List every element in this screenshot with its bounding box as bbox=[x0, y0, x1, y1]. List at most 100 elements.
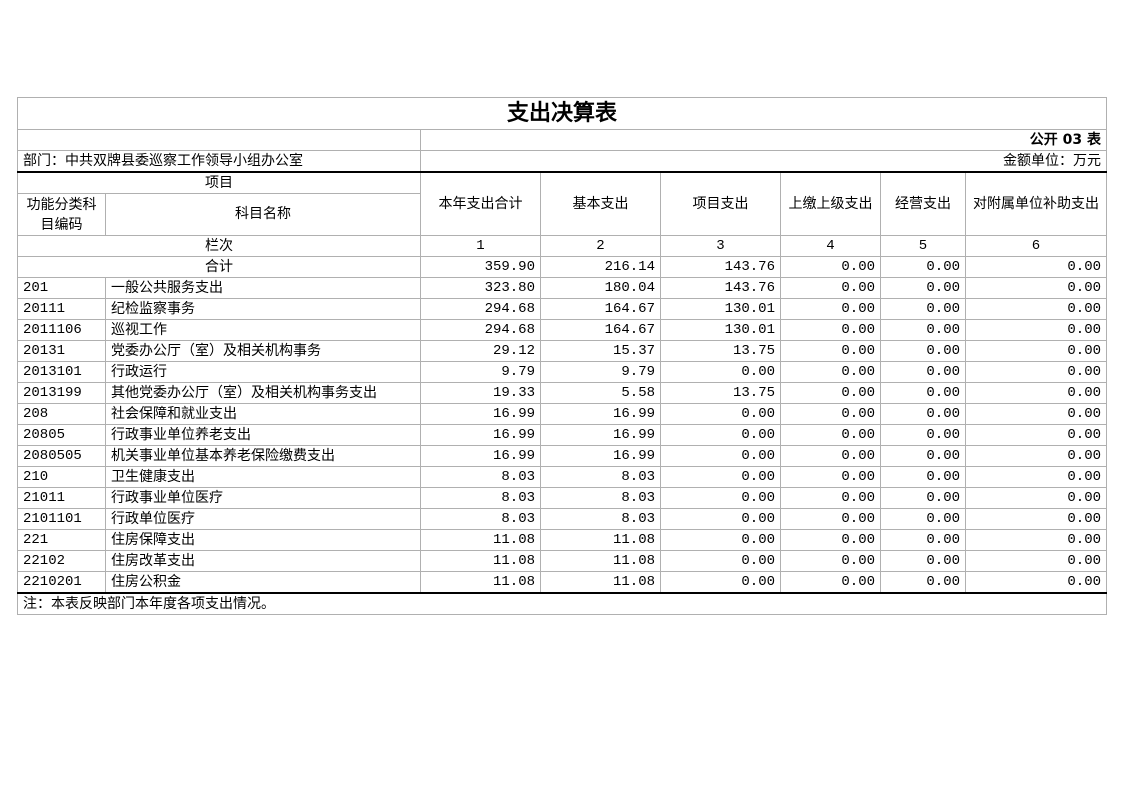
table-row: 221 住房保障支出 11.08 11.08 0.00 0.00 0.00 0.00 bbox=[17, 529, 1108, 551]
table-row: 2013199 其他党委办公厅（室）及相关机构事务支出 19.33 5.58 13.75… bbox=[17, 382, 1108, 404]
row-value: 16.99 bbox=[540, 424, 661, 446]
row-value: 0.00 bbox=[660, 361, 781, 383]
row-value: 11.08 bbox=[420, 550, 541, 572]
row-value: 0.00 bbox=[880, 298, 966, 320]
row-value: 0.00 bbox=[660, 571, 781, 594]
row-value: 0.00 bbox=[780, 424, 881, 446]
row-value: 5.58 bbox=[540, 382, 661, 404]
row-value: 0.00 bbox=[780, 361, 881, 383]
row-code: 208 bbox=[17, 403, 106, 425]
row-name: 行政事业单位养老支出 bbox=[105, 424, 421, 446]
row-value: 16.99 bbox=[540, 445, 661, 467]
row-value: 0.00 bbox=[964, 487, 1108, 509]
table-row: 2101101 行政单位医疗 8.03 8.03 0.00 0.00 0.00 0.00 bbox=[17, 508, 1108, 530]
row-value: 0.00 bbox=[880, 529, 966, 551]
row-value: 0.00 bbox=[964, 445, 1108, 467]
row-code: 221 bbox=[17, 529, 106, 551]
row-code: 20805 bbox=[17, 424, 106, 446]
row-code: 2080505 bbox=[17, 445, 106, 467]
total-value: 143.76 bbox=[660, 256, 781, 278]
header-code: 功能分类科目编码 bbox=[17, 193, 106, 236]
row-value: 0.00 bbox=[780, 319, 881, 341]
row-name: 卫生健康支出 bbox=[105, 466, 421, 488]
row-value: 0.00 bbox=[964, 277, 1108, 299]
row-value: 0.00 bbox=[880, 487, 966, 509]
row-value: 9.79 bbox=[420, 361, 541, 383]
row-name: 巡视工作 bbox=[105, 319, 421, 341]
col-index: 5 bbox=[880, 235, 966, 257]
row-value: 0.00 bbox=[660, 529, 781, 551]
table-row: 20111 纪检监察事务 294.68 164.67 130.01 0.00 0.00 0.0… bbox=[17, 298, 1108, 320]
table-row: 21011 行政事业单位医疗 8.03 8.03 0.00 0.00 0.00 0.00 bbox=[17, 487, 1108, 509]
row-value: 8.03 bbox=[420, 487, 541, 509]
row-value: 0.00 bbox=[780, 382, 881, 404]
table-note: 注：本表反映部门本年度各项支出情况。 bbox=[16, 592, 1108, 615]
row-value: 164.67 bbox=[540, 298, 661, 320]
table-row: 2011106 巡视工作 294.68 164.67 130.01 0.00 0.00 0.0… bbox=[17, 319, 1108, 341]
expenditure-table: 支出决算表 公开 03 表 部门：中共双牌县委巡察工作领导小组办公室 金额单位：万… bbox=[16, 97, 1108, 615]
row-value: 0.00 bbox=[780, 277, 881, 299]
row-value: 8.03 bbox=[540, 487, 661, 509]
total-value: 0.00 bbox=[780, 256, 881, 278]
row-value: 0.00 bbox=[880, 277, 966, 299]
row-value: 0.00 bbox=[780, 403, 881, 425]
row-value: 8.03 bbox=[540, 508, 661, 530]
row-code: 201 bbox=[17, 277, 106, 299]
row-name: 机关事业单位基本养老保险缴费支出 bbox=[105, 445, 421, 467]
row-value: 0.00 bbox=[780, 508, 881, 530]
row-name: 住房保障支出 bbox=[105, 529, 421, 551]
row-value: 13.75 bbox=[660, 382, 781, 404]
row-value: 16.99 bbox=[420, 424, 541, 446]
row-value: 0.00 bbox=[780, 571, 881, 594]
row-value: 0.00 bbox=[660, 424, 781, 446]
amount-unit: 金额单位：万元 bbox=[419, 150, 1108, 173]
row-name: 其他党委办公厅（室）及相关机构事务支出 bbox=[105, 382, 421, 404]
col-index: 3 bbox=[660, 235, 781, 257]
row-name: 行政运行 bbox=[105, 361, 421, 383]
row-code: 2210201 bbox=[17, 571, 106, 594]
row-value: 8.03 bbox=[540, 466, 661, 488]
row-value: 0.00 bbox=[880, 466, 966, 488]
row-value: 29.12 bbox=[420, 340, 541, 362]
row-value: 0.00 bbox=[660, 487, 781, 509]
row-value: 130.01 bbox=[660, 319, 781, 341]
row-value: 0.00 bbox=[780, 529, 881, 551]
row-code: 210 bbox=[17, 466, 106, 488]
header-col: 项目支出 bbox=[660, 171, 781, 236]
col-index: 6 bbox=[964, 235, 1108, 257]
table-row: 210 卫生健康支出 8.03 8.03 0.00 0.00 0.00 0.00 bbox=[17, 466, 1108, 488]
row-code: 21011 bbox=[17, 487, 106, 509]
row-value: 0.00 bbox=[964, 529, 1108, 551]
row-value: 0.00 bbox=[660, 550, 781, 572]
row-value: 0.00 bbox=[660, 466, 781, 488]
row-name: 住房改革支出 bbox=[105, 550, 421, 572]
row-value: 0.00 bbox=[964, 403, 1108, 425]
row-value: 143.76 bbox=[660, 277, 781, 299]
page-title: 支出决算表 bbox=[16, 97, 1108, 130]
row-name: 社会保障和就业支出 bbox=[105, 403, 421, 425]
row-value: 294.68 bbox=[420, 298, 541, 320]
row-code: 2013101 bbox=[17, 361, 106, 383]
row-value: 0.00 bbox=[780, 550, 881, 572]
row-value: 0.00 bbox=[964, 361, 1108, 383]
row-name: 行政单位医疗 bbox=[105, 508, 421, 530]
header-item: 项目 bbox=[17, 171, 421, 194]
row-value: 0.00 bbox=[880, 424, 966, 446]
table-row: 2013101 行政运行 9.79 9.79 0.00 0.00 0.00 0.00 bbox=[17, 361, 1108, 383]
col-index-label: 栏次 bbox=[17, 235, 421, 257]
table-row: 2210201 住房公积金 11.08 11.08 0.00 0.00 0.00 0.00 bbox=[17, 571, 1108, 594]
table-number: 公开 03 表 bbox=[419, 129, 1108, 151]
table-row: 2080505 机关事业单位基本养老保险缴费支出 16.99 16.99 0.00 0.0… bbox=[17, 445, 1108, 467]
row-value: 0.00 bbox=[964, 382, 1108, 404]
row-name: 行政事业单位医疗 bbox=[105, 487, 421, 509]
row-value: 11.08 bbox=[420, 529, 541, 551]
total-value: 216.14 bbox=[540, 256, 661, 278]
row-value: 0.00 bbox=[964, 424, 1108, 446]
row-code: 22102 bbox=[17, 550, 106, 572]
row-value: 0.00 bbox=[964, 571, 1108, 594]
table-row: 20131 党委办公厅（室）及相关机构事务 29.12 15.37 13.75 0.00 0… bbox=[17, 340, 1108, 362]
row-code: 2101101 bbox=[17, 508, 106, 530]
row-code: 2013199 bbox=[17, 382, 106, 404]
row-value: 0.00 bbox=[964, 298, 1108, 320]
row-value: 15.37 bbox=[540, 340, 661, 362]
